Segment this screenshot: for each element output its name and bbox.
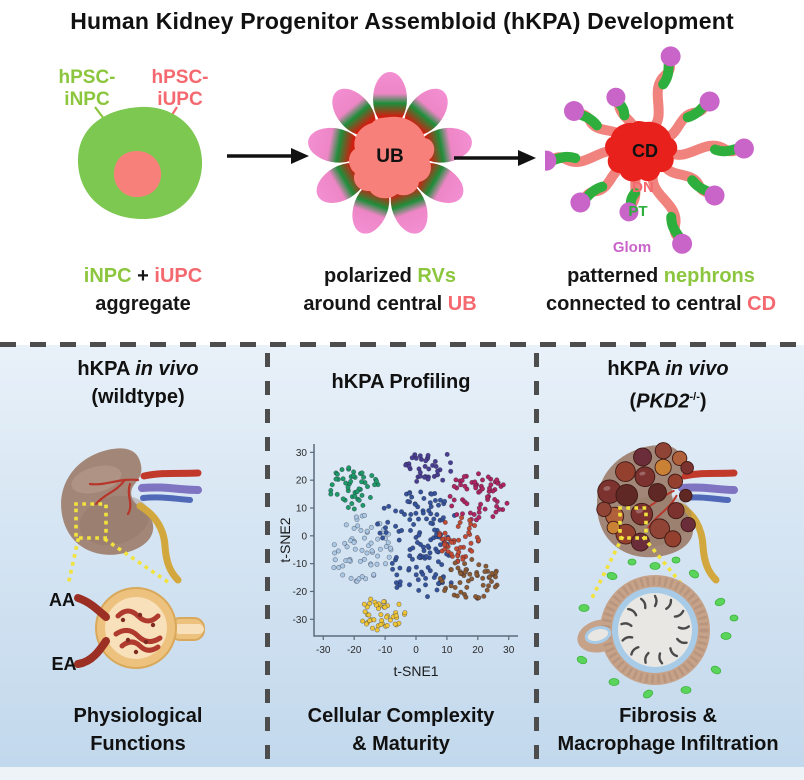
pt-label: PT [628, 203, 647, 220]
svg-text:10: 10 [441, 645, 453, 656]
rv-ub-illustration: UB [305, 72, 475, 239]
tsne-cluster-red-orange [437, 515, 482, 565]
bottom-section-background [0, 345, 804, 768]
magnifier-ray-left [65, 537, 81, 588]
ub-blob [349, 116, 435, 199]
bottom-strip [0, 767, 804, 780]
svg-text:20: 20 [296, 476, 308, 487]
renal-vein [138, 483, 202, 494]
caption-aggregate: iNPC + iUPC aggregate [28, 262, 258, 318]
tsne-cluster-brown [437, 557, 500, 601]
caption-rv-ub-line1: polarized RVs [324, 265, 456, 287]
dashed-divider-horizontal [0, 342, 804, 347]
panel2-header: hKPA Profiling [331, 371, 471, 393]
ureter [136, 502, 182, 584]
nephron-cd-illustration: CD DN PT Glom [545, 40, 795, 285]
tsne-points [328, 451, 510, 633]
svg-text:-20: -20 [293, 587, 308, 598]
svg-text:0: 0 [413, 645, 419, 656]
svg-text:-30: -30 [316, 645, 331, 656]
panel3-header: hKPA in vivo (PKD2-/-) [607, 358, 729, 413]
tsne-cluster-teal [328, 465, 381, 512]
caption-nephron-cd: patterned nephrons connected to central … [518, 262, 804, 318]
svg-text:20: 20 [472, 645, 484, 656]
aa-label: AA [49, 590, 75, 610]
caption-rv-ub-line2: around central UB [303, 293, 477, 315]
dn-label: DN [632, 179, 654, 196]
iupc-core-blob [113, 151, 162, 198]
cyst-cross-section [576, 556, 739, 699]
svg-text:30: 30 [296, 448, 308, 459]
inpc-label-line1: hPSC- [59, 67, 116, 88]
arrow-icon [454, 150, 536, 166]
dashed-divider-left [265, 353, 270, 763]
kidney-body-cystic [596, 442, 696, 558]
ub-label: UB [376, 146, 403, 167]
panel3-caption: Fibrosis & Macrophage Infiltration [557, 705, 779, 755]
svg-text:-20: -20 [347, 645, 362, 656]
kidney-body [61, 448, 154, 555]
svg-text:-10: -10 [293, 559, 308, 570]
panel2-caption: Cellular Complexity & Maturity [307, 705, 495, 755]
glomerulus-illustration [74, 587, 205, 669]
caption-aggregate-line1: iNPC + iUPC [83, 265, 203, 287]
tsne-cluster-indigo [403, 451, 454, 484]
magnifier-box [74, 502, 108, 540]
tsne-cluster-yellow [360, 596, 408, 633]
efferent-arteriole [74, 637, 110, 668]
cystic-kidney-illustration [576, 442, 739, 699]
dashed-divider-right [534, 353, 539, 763]
svg-text:30: 30 [503, 645, 515, 656]
caption-aggregate-line2: aggregate [95, 293, 191, 315]
renal-vessels [88, 469, 202, 584]
ea-label: EA [51, 654, 76, 674]
svg-text:-10: -10 [378, 645, 393, 656]
inpc-label-line2: iNPC [64, 89, 110, 110]
magnifier-box [618, 506, 648, 540]
iupc-label-line1: hPSC- [152, 67, 209, 88]
tsne-cluster-light-blue [331, 513, 394, 584]
tsne-cluster-crimson [447, 471, 510, 523]
iupc-label-line2: iUPC [157, 89, 203, 110]
renal-artery [140, 469, 202, 480]
svg-text:10: 10 [296, 504, 308, 515]
caption-nephron-cd-line2: connected to central CD [545, 293, 777, 315]
svg-text:-30: -30 [293, 615, 308, 626]
aggregate-illustration: hPSC- iNPC hPSC- iUPC [59, 67, 209, 220]
panel1-header: hKPA in vivo (wildtype) [77, 358, 199, 408]
page-title: Human Kidney Progenitor Assembloid (hKPA… [70, 8, 734, 34]
caption-rv-ub: polarized RVs around central UB [262, 262, 518, 318]
wildtype-kidney-illustration: AA EA [49, 448, 205, 674]
cd-blob [605, 121, 678, 182]
macrophages [576, 556, 739, 699]
tsne-ticks: -30 -20 -10 0 10 20 30 -30 -20 -10 0 10 20 30 [293, 448, 515, 656]
tsne-xlabel: t-SNE1 [393, 663, 438, 679]
panel1-caption: Physiological Functions [73, 705, 203, 755]
cd-label: CD [632, 141, 658, 161]
renal-vein-blue [140, 494, 193, 503]
glom-label: Glom [613, 239, 651, 256]
tuft-dots [120, 612, 156, 655]
svg-text:0: 0 [301, 531, 307, 542]
caption-nephron-cd-line1: patterned nephrons [567, 265, 755, 287]
arrow-icon [227, 148, 309, 164]
afferent-arteriole [74, 594, 110, 621]
tsne-ylabel: t-SNE2 [278, 517, 293, 562]
